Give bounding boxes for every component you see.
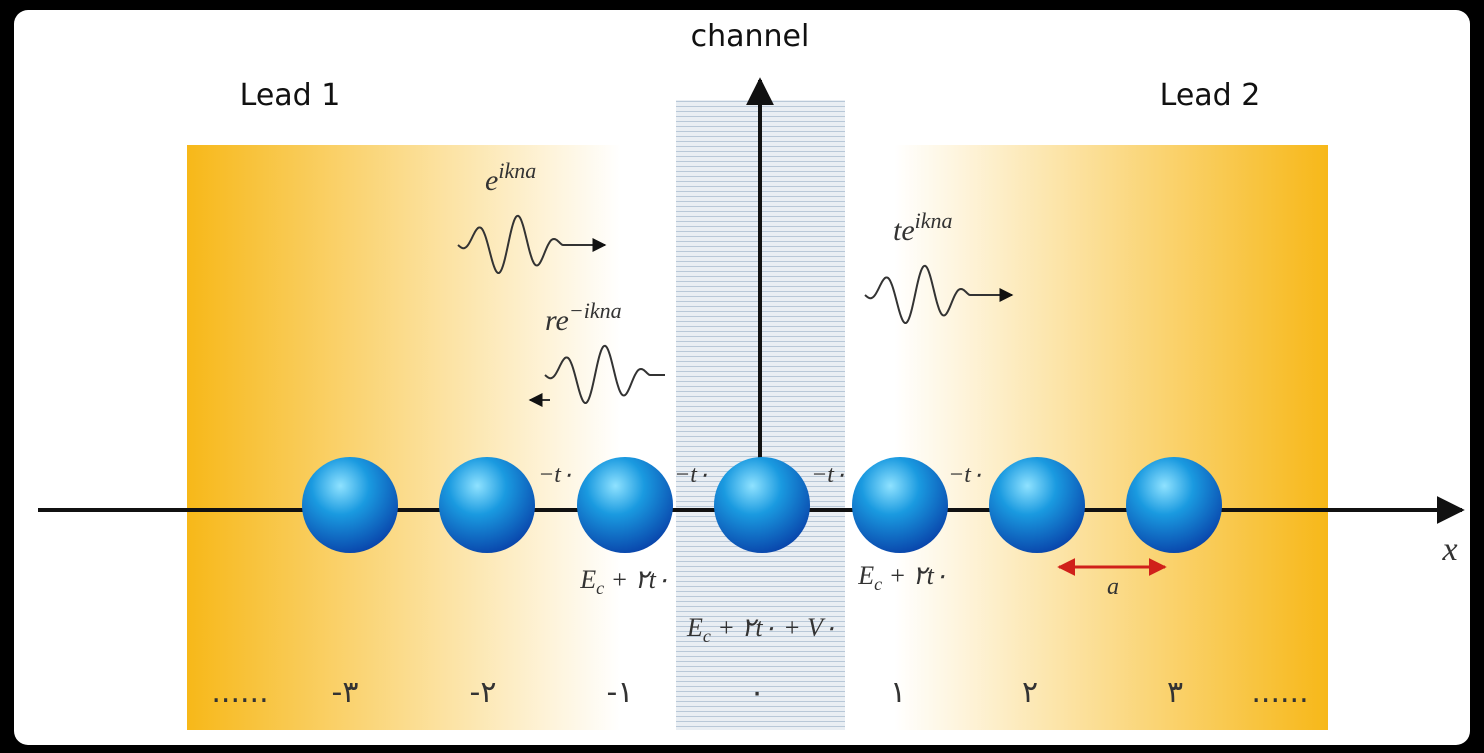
onsite-sub: c [596,578,604,598]
diagram: channel Lead 1 Lead 2 x eikna re−ikna te… [0,0,1484,753]
wave-base: re [545,304,569,337]
site-index: ...... [211,675,268,710]
onsite-base: E [857,561,874,590]
hopping-label: −t۰ [811,462,847,488]
hopping-label: −t۰ [948,462,984,488]
atom [302,457,398,553]
hopping-label: −t۰ [538,462,574,488]
site-index: ۳ [1167,675,1183,710]
wave-exponent: ikna [915,208,953,233]
atom [714,457,810,553]
site-index: ...... [1251,675,1308,710]
atom [852,457,948,553]
spacing-label: a [1107,574,1119,600]
site-index: -۱ [607,675,634,710]
onsite-rest: + ۲t۰ [604,565,670,594]
site-index: ۱ [890,675,906,710]
hopping-label: −t۰ [674,462,710,488]
atom [577,457,673,553]
atom [989,457,1085,553]
site-index: -۳ [332,675,359,710]
wave-exponent: ikna [498,158,536,183]
site-index: ۰ [749,675,765,710]
channel-label: channel [691,19,810,54]
onsite-base: E [686,613,703,642]
axis-label: x [1441,531,1457,568]
atom [1126,457,1222,553]
lead-label: Lead 1 [240,78,341,113]
onsite-sub: c [874,574,882,594]
site-index: -۲ [470,675,497,710]
wave-base: e [485,164,498,197]
onsite-label: Ec + ۲t۰ [579,565,670,598]
atom [439,457,535,553]
wave-exponent: −ikna [569,298,622,323]
site-index: ۲ [1022,675,1038,710]
onsite-rest: + ۲t۰ [882,561,948,590]
onsite-label: Ec + ۲t۰ [857,561,948,594]
lead-label: Lead 2 [1160,78,1261,113]
wave-base: te [893,214,915,247]
onsite-base: E [579,565,596,594]
onsite-rest: + ۲t۰ + V۰ [711,613,837,642]
onsite-sub: c [703,626,711,646]
